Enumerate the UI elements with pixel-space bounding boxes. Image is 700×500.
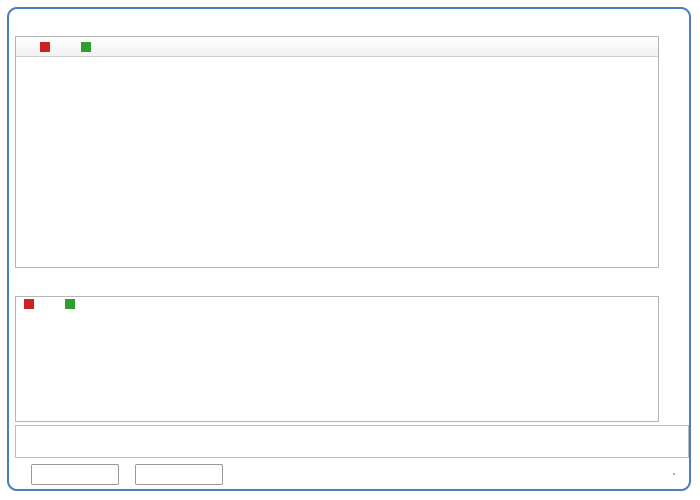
created-bar-swatch-icon [24,299,34,309]
timeline-navigator[interactable] [15,425,689,458]
zoom-button-group [673,473,675,475]
resolved-swatch-icon [81,41,91,52]
report-card [7,7,691,491]
daily-bar-chart-panel [15,296,659,422]
created-swatch-icon [40,41,50,52]
navigator-area[interactable] [16,426,688,457]
daily-bar-chart-plot[interactable] [16,297,658,421]
to-date-input[interactable] [135,463,223,485]
daily-chart-legend [24,299,90,309]
cumulative-chart-plot[interactable] [16,57,658,267]
x-axis-labels [15,268,665,284]
cumulative-chart-panel [15,36,659,268]
from-date-input[interactable] [31,463,119,485]
footer-controls [15,461,683,487]
cumulative-chart-legend [16,37,658,57]
resolved-bar-swatch-icon [65,299,75,309]
